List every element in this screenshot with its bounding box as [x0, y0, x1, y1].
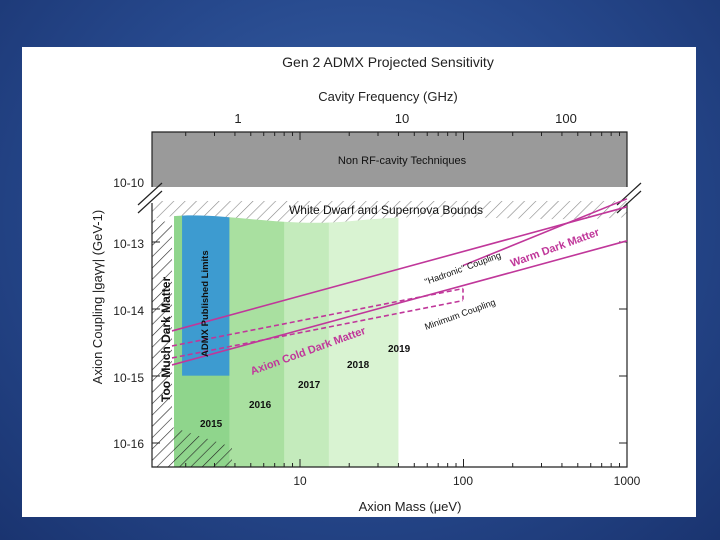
sensitivity-chart: Gen 2 ADMX Projected Sensitivity Cavity … [90, 54, 642, 514]
regions-layer [137, 131, 642, 468]
region-label-non-rf: Non RF-cavity Techniques [338, 155, 467, 167]
year-label-2018: 2018 [347, 360, 370, 371]
year-label-2017: 2017 [298, 380, 321, 391]
year-label-2019: 2019 [388, 344, 411, 355]
minimum-coupling-line [171, 299, 464, 359]
axis-break-right-2 [616, 190, 642, 214]
too-much-dark-matter-hatch [152, 219, 232, 467]
axis-break-left-1 [137, 182, 163, 206]
white-dwarf-hatch [152, 201, 627, 223]
y-tick-1e-16: 10-16 [113, 437, 144, 451]
year-label-2016: 2016 [249, 400, 272, 411]
x-tick-1000: 1000 [614, 474, 641, 488]
y-axis-label: Axion Coupling |gaγγ| (GeV-1) [90, 210, 105, 384]
chart-panel: Gen 2 ADMX Projected Sensitivity Cavity … [22, 47, 696, 517]
year-label-2015: 2015 [200, 419, 223, 430]
region-label-too-much: Too Much Dark Matter [159, 277, 173, 402]
axis-break-left-2 [137, 190, 163, 214]
y-tick-1e-14: 10-14 [113, 304, 144, 318]
axion-cdm-lower-line [171, 240, 628, 366]
x-tick-10: 10 [293, 474, 307, 488]
bands-layer [171, 198, 628, 366]
top-axis-label: Cavity Frequency (GHz) [318, 89, 457, 104]
y-tick-1e-13: 10-13 [113, 237, 144, 251]
frame-top [151, 131, 628, 187]
axion-cdm-upper-line [171, 206, 628, 332]
hadronic-coupling-line [171, 287, 464, 347]
region-label-admx: ADMX Published Limits [200, 250, 211, 357]
warm-dm-upper-line [462, 198, 628, 267]
region-label-white-dwarf: White Dwarf and Supernova Bounds [289, 203, 483, 217]
y-tick-1e-15: 10-15 [113, 371, 144, 385]
y-tick-1e-10: 10-10 [113, 176, 144, 190]
non-rf-cavity-region [152, 132, 627, 187]
x-tick-100: 100 [453, 474, 473, 488]
x-axis-label: Axion Mass (μeV) [359, 499, 462, 514]
top-tick-1: 1 [234, 111, 241, 126]
top-tick-10: 10 [395, 111, 409, 126]
top-tick-100: 100 [555, 111, 577, 126]
chart-title: Gen 2 ADMX Projected Sensitivity [282, 54, 494, 70]
frame-bottom [151, 203, 628, 468]
